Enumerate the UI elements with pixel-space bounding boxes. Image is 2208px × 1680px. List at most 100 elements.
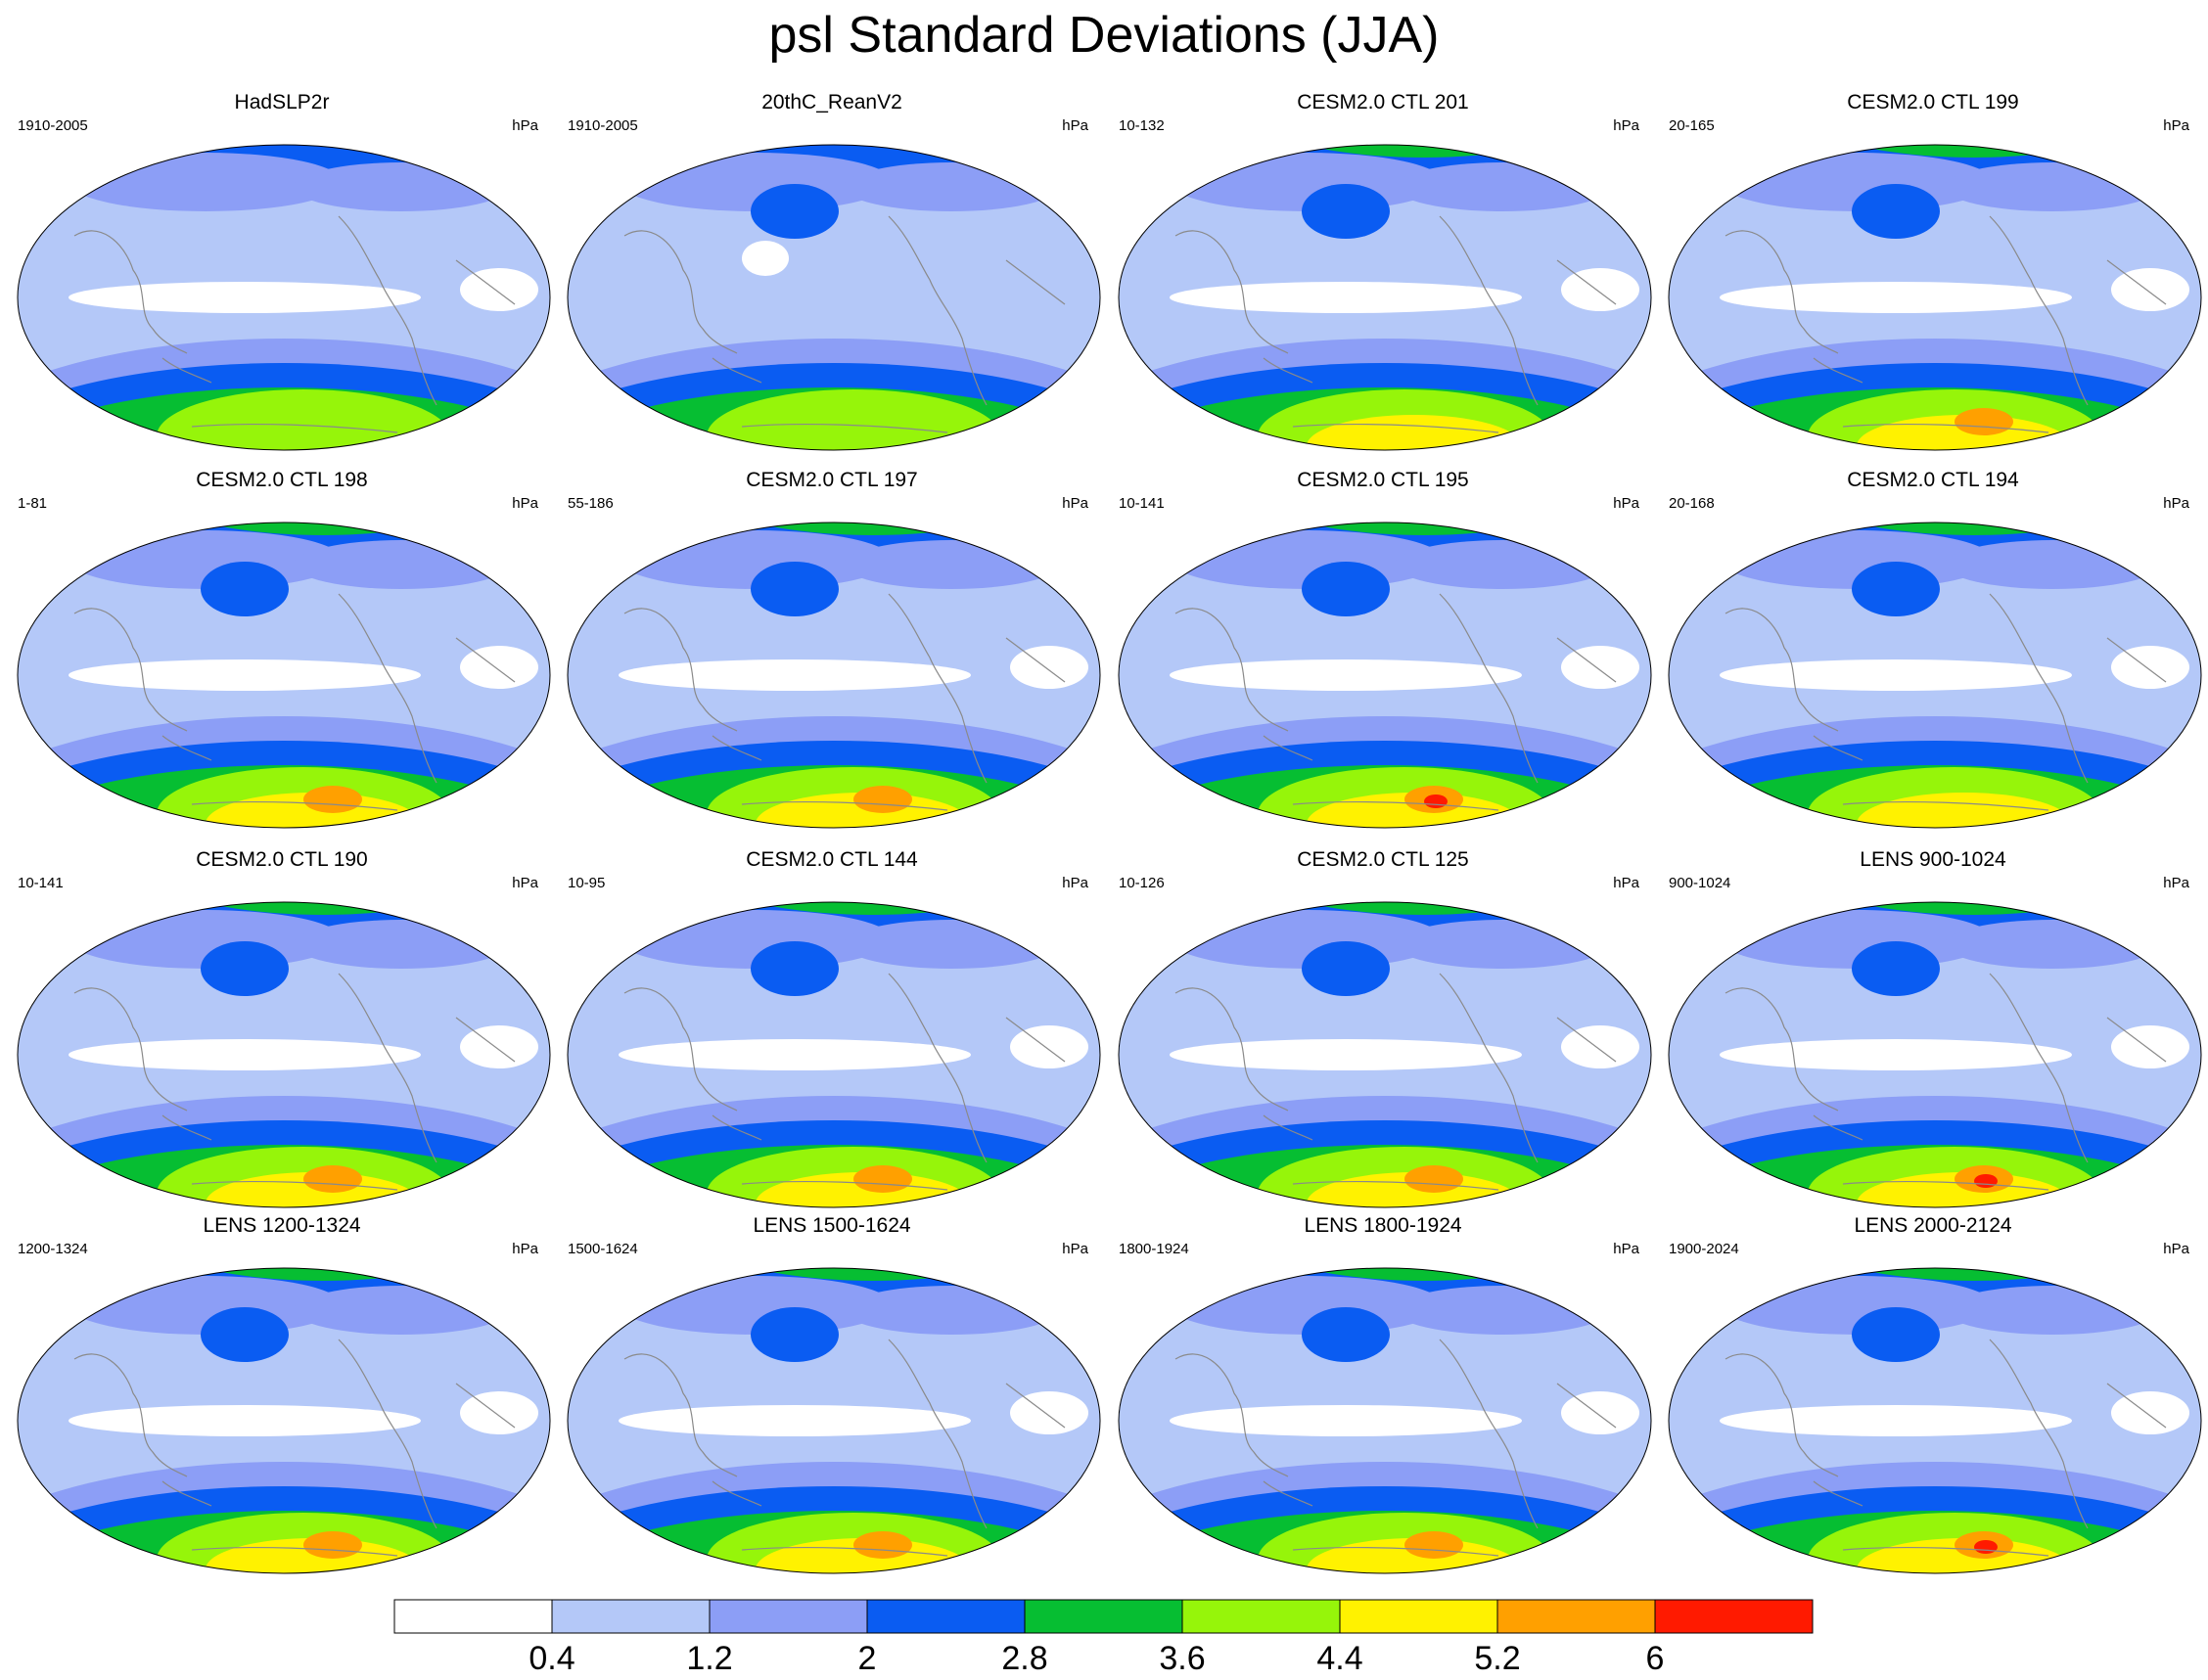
contour-band: [1857, 793, 2072, 828]
coastlines: [1725, 593, 2167, 811]
coastline: [1725, 1353, 1839, 1477]
panel-period-label: 10-132: [1119, 117, 1165, 134]
contour-band: [1170, 282, 1522, 313]
map-panel: LENS 1200-1324 1200-1324 hPa: [8, 1213, 556, 1585]
map-panel: HadSLP2r 1910-2005 hPa: [8, 90, 556, 462]
map-panel: LENS 1500-1624 1500-1624 hPa: [558, 1213, 1106, 1585]
colorbar-tick-label: 4.4: [1316, 1640, 1363, 1677]
contour-band: [1209, 902, 1639, 915]
contour-band: [206, 1172, 421, 1207]
panel-period-label: 10-95: [568, 875, 606, 891]
contour-band: [1424, 795, 1448, 808]
coastlines: [73, 593, 516, 811]
coastline: [1439, 215, 1539, 406]
coastline: [1725, 608, 1839, 732]
panel-title: CESM2.0 CTL 197: [746, 469, 918, 491]
coastline: [1813, 1480, 1863, 1507]
contour-band: [1010, 1391, 1088, 1434]
coastline: [888, 1339, 988, 1529]
coastlines: [1174, 593, 1617, 811]
coastline: [888, 593, 988, 784]
coastline: [2106, 637, 2167, 683]
contour-band: [294, 162, 509, 211]
coastline: [623, 1353, 738, 1477]
contour-band: [1720, 659, 2072, 691]
colorbar-box: [1654, 1599, 1814, 1634]
contour-band: [1561, 646, 1639, 689]
map-border: [1668, 1267, 2202, 1574]
panel-period-label: 20-165: [1669, 117, 1715, 134]
map-border: [1668, 144, 2202, 451]
coastline: [1439, 593, 1539, 784]
coastline: [741, 1546, 948, 1557]
coastlines: [1725, 973, 2167, 1191]
contour-band: [108, 522, 538, 535]
panel-units-label: hPa: [512, 1241, 538, 1257]
map-projection: [17, 144, 551, 451]
contour-band: [108, 902, 538, 915]
colorbar-tick-label: 6: [1645, 1640, 1665, 1677]
colorbar-box: [551, 1599, 711, 1634]
colorbar-box: [866, 1599, 1026, 1634]
coastline: [73, 608, 188, 732]
coastline: [1842, 1180, 2049, 1191]
map-border: [1118, 522, 1652, 829]
panel-units-label: hPa: [512, 875, 538, 891]
coastline: [338, 593, 437, 784]
coastline: [1556, 1383, 1617, 1429]
map-panel: CESM2.0 CTL 198 1-81 hPa: [8, 468, 556, 840]
coastline: [73, 987, 188, 1112]
map-panel: CESM2.0 CTL 195 10-141 hPa: [1109, 468, 1657, 840]
map-border: [567, 1267, 1101, 1574]
colorbar-tick-label: 3.6: [1159, 1640, 1206, 1677]
map-border: [1118, 1267, 1652, 1574]
contour-band: [303, 1165, 362, 1193]
contour-band: [1852, 562, 1940, 616]
contour-band: [1404, 1531, 1463, 1559]
contour-band: [1852, 941, 1940, 996]
coastline: [455, 637, 516, 683]
panel-units-label: hPa: [512, 117, 538, 134]
map-border: [567, 144, 1101, 451]
coastline: [2106, 1383, 2167, 1429]
map-border: [1668, 901, 2202, 1208]
contour-band: [460, 268, 538, 311]
map-panel: 20thC_ReanV2 1910-2005 hPa: [558, 90, 1106, 462]
map-projection: [17, 522, 551, 829]
contour-band: [1307, 415, 1522, 450]
coastline: [1842, 800, 2049, 811]
panel-units-label: hPa: [2163, 875, 2189, 891]
coastlines: [73, 215, 516, 433]
colorbar-box: [1024, 1599, 1183, 1634]
coastline: [1005, 1017, 1066, 1063]
panel-title: CESM2.0 CTL 201: [1297, 91, 1469, 114]
coastline: [1005, 1383, 1066, 1429]
contour-band: [756, 1172, 971, 1207]
contour-band: [751, 941, 839, 996]
coastlines: [1725, 215, 2167, 433]
coastline: [623, 608, 738, 732]
panel-units-label: hPa: [2163, 117, 2189, 134]
map-panel: CESM2.0 CTL 199 20-165 hPa: [1659, 90, 2207, 462]
contour-band: [1209, 522, 1639, 535]
contour-band: [1302, 941, 1390, 996]
map-panel: CESM2.0 CTL 201 10-132 hPa: [1109, 90, 1657, 462]
contour-band: [1857, 1538, 2072, 1573]
panel-units-label: hPa: [512, 495, 538, 512]
coastline: [2106, 1017, 2167, 1063]
colorbar-tick-label: 0.4: [529, 1640, 575, 1677]
colorbar-box: [1496, 1599, 1656, 1634]
map-border: [17, 522, 551, 829]
panel-units-label: hPa: [2163, 1241, 2189, 1257]
coastline: [161, 1480, 212, 1507]
coastline: [888, 973, 988, 1163]
panel-units-label: hPa: [1613, 117, 1639, 134]
coastline: [1989, 215, 2089, 406]
coastline: [712, 1480, 762, 1507]
coastline: [623, 987, 738, 1112]
coastline: [1292, 1180, 1499, 1191]
contour-band: [1170, 659, 1522, 691]
panel-title: LENS 1200-1324: [203, 1214, 361, 1237]
contour-band: [1852, 1307, 1940, 1362]
contour-band: [1209, 145, 1639, 158]
